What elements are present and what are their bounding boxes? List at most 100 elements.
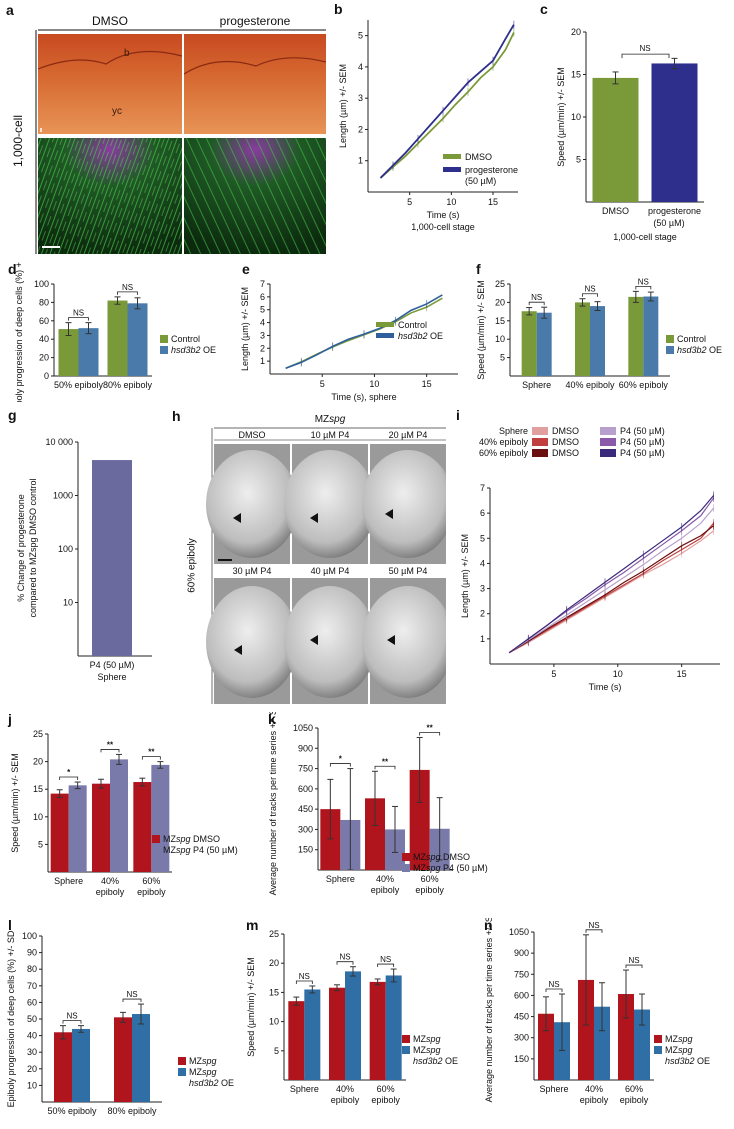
legend-swatch <box>443 154 461 159</box>
y-tick-label: 10 <box>269 1017 279 1027</box>
y-tick-label: 30 <box>27 1047 37 1057</box>
legend-swatch <box>160 346 168 354</box>
legend-text: DMSO <box>552 437 579 447</box>
sig-label: NS <box>639 44 650 53</box>
legend-text-part: MZ <box>413 1034 426 1044</box>
bar <box>538 1013 554 1080</box>
y-tick-label: 1 <box>260 356 265 366</box>
y-tick-label: 1 <box>358 156 363 166</box>
y-tick-label: 4 <box>480 558 485 568</box>
sig-bracket <box>295 980 313 984</box>
legend-text-italic: spg <box>678 1045 693 1055</box>
chart-m: m 5 10 15 20 25 Speed (µm/min) +/- SEM NS Sphere… <box>240 917 476 1124</box>
y-tick-label: 25 <box>495 279 505 289</box>
bar <box>521 311 537 376</box>
y-tick-label: 25 <box>269 929 279 939</box>
legend-text-italic: spg <box>426 1034 441 1044</box>
chart-n: n 150 300 450 600 750 900 1050 Average number of… <box>478 909 732 1124</box>
sig-bracket <box>621 53 670 59</box>
bar <box>643 296 659 376</box>
x-axis-label: 1,000-cell stage <box>613 232 677 242</box>
sig-bracket <box>625 964 643 969</box>
legend-swatch <box>376 322 394 327</box>
embryo-grid <box>206 444 454 704</box>
x-tick-label: 40% epiboly <box>565 380 615 390</box>
chart-svg-c: c 5 10 15 20 Speed (µm/min) +/- SEM DMSO proges… <box>540 1 704 242</box>
legend-text: MZspg <box>665 1034 693 1044</box>
sig-bracket <box>585 929 603 933</box>
sig-label: ** <box>427 723 434 732</box>
y-tick-label: 600 <box>298 784 313 794</box>
legend-swatch <box>600 449 616 457</box>
chart-c: c 5 10 15 20 Speed (µm/min) +/- SEM DMSO proges… <box>534 1 730 252</box>
sig-bracket <box>336 961 354 965</box>
sig-bracket <box>419 732 441 736</box>
panel-label-i: i <box>456 408 460 423</box>
x-tick-label: 15 <box>422 379 432 389</box>
chart-svg-n: n 150 300 450 600 750 900 1050 Average number of… <box>484 909 710 1105</box>
sig-label: NS <box>126 990 137 999</box>
col-header-dmso: DMSO <box>92 14 128 28</box>
y-axis-label: Average number of tracks per time series… <box>484 918 494 1102</box>
legend-text-italic: spg <box>426 863 441 873</box>
chart-svg-d: d 0 20 40 60 80 100 Epiboly progression of deep… <box>8 241 217 418</box>
x-tick-label: 60% epiboly <box>619 380 669 390</box>
y-tick-label: 50 <box>27 1014 37 1024</box>
bar <box>369 981 386 1080</box>
y-tick-label: 5 <box>358 31 363 41</box>
sig-label: NS <box>628 956 639 965</box>
legend-swatch <box>532 449 548 457</box>
x-tick-label: 50% epiboly <box>47 1106 97 1116</box>
x-tick-label: epiboly <box>415 885 444 895</box>
y-axis-label: Average number of tracks per time series… <box>268 712 278 895</box>
bar <box>554 1022 570 1080</box>
panel-label-l: l <box>8 918 12 933</box>
legend-text-italic: spg <box>202 1056 217 1066</box>
h-label-30: 30 µM P4 <box>232 566 272 576</box>
sig-bracket <box>117 291 138 295</box>
x-tick-label: 40% <box>585 1084 603 1094</box>
x-tick-label: 40% <box>101 876 119 886</box>
sig-label: NS <box>122 283 133 292</box>
y-tick-label: 15 <box>269 987 279 997</box>
legend-text-part: OE <box>219 1078 235 1088</box>
y-tick-label: 20 <box>33 757 43 767</box>
y-tick-label: 20 <box>269 958 279 968</box>
legend-text-italic: spg <box>176 845 191 855</box>
y-tick-label: 100 <box>58 544 73 554</box>
panel-label-f: f <box>476 262 481 277</box>
x-tick-label: Sphere <box>290 1084 319 1094</box>
x-tick-label: 5 <box>407 197 412 207</box>
panel-label-g: g <box>8 408 17 423</box>
y-tick-label: 70 <box>27 981 37 991</box>
panel-a-svg <box>35 29 327 254</box>
legend-text-italic: hsd3b2 <box>677 345 707 355</box>
legend-text-italic: spg <box>176 834 191 844</box>
legend-text-italic: hsd3b2 <box>665 1056 695 1066</box>
bar <box>92 460 132 656</box>
panel-label-k: k <box>268 712 276 727</box>
series-line <box>508 495 715 654</box>
y-tick-label: 10 <box>33 812 43 822</box>
y-tick-label: 1000 <box>53 491 73 501</box>
y-axis-label: Speed (µm/min) +/- SEM <box>246 957 256 1056</box>
y-tick-label: 5 <box>480 533 485 543</box>
legend-text-italic: spg <box>202 1067 217 1077</box>
y-tick-label: 20 <box>27 1064 37 1074</box>
bar <box>409 769 430 870</box>
chart-svg-e: e 1 2 3 4 5 6 7 5 10 15 Time (s), sphere Length (µm)… <box>240 261 458 402</box>
bar <box>575 302 590 376</box>
series-line <box>379 24 515 179</box>
legend-swatch <box>402 1046 410 1054</box>
col-header-progesterone: progesterone <box>219 14 291 28</box>
x-tick-label: epiboly <box>371 885 400 895</box>
chart-svg-j: j 5 10 15 20 25 Speed (µm/min) +/- SEM * Sphere *… <box>7 711 238 897</box>
sig-label: ** <box>148 748 155 757</box>
x-tick-label: 15 <box>677 669 687 679</box>
legend-text: MZspg <box>189 1067 217 1077</box>
bar <box>536 312 552 376</box>
panel-label-m: m <box>246 918 258 933</box>
h-row-label: 60% epiboly <box>186 538 198 593</box>
legend-text-part: OE <box>201 345 217 355</box>
sig-label: NS <box>299 972 310 981</box>
